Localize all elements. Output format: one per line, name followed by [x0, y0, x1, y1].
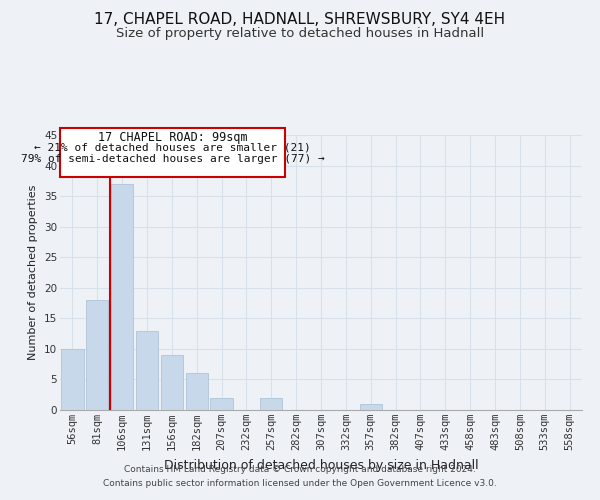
Bar — [260, 398, 283, 410]
X-axis label: Distribution of detached houses by size in Hadnall: Distribution of detached houses by size … — [164, 458, 478, 471]
Text: 17, CHAPEL ROAD, HADNALL, SHREWSBURY, SY4 4EH: 17, CHAPEL ROAD, HADNALL, SHREWSBURY, SY… — [94, 12, 506, 28]
FancyBboxPatch shape — [61, 128, 285, 176]
Bar — [136, 330, 158, 410]
Text: 17 CHAPEL ROAD: 99sqm: 17 CHAPEL ROAD: 99sqm — [98, 132, 248, 144]
Bar — [161, 355, 183, 410]
Bar — [61, 349, 83, 410]
Text: ← 21% of detached houses are smaller (21): ← 21% of detached houses are smaller (21… — [34, 143, 311, 153]
Bar — [86, 300, 109, 410]
Bar — [111, 184, 133, 410]
Text: Size of property relative to detached houses in Hadnall: Size of property relative to detached ho… — [116, 28, 484, 40]
Bar — [359, 404, 382, 410]
Text: 79% of semi-detached houses are larger (77) →: 79% of semi-detached houses are larger (… — [21, 154, 325, 164]
Bar — [185, 374, 208, 410]
Bar — [211, 398, 233, 410]
Y-axis label: Number of detached properties: Number of detached properties — [28, 185, 38, 360]
Text: Contains HM Land Registry data © Crown copyright and database right 2024.
Contai: Contains HM Land Registry data © Crown c… — [103, 466, 497, 487]
